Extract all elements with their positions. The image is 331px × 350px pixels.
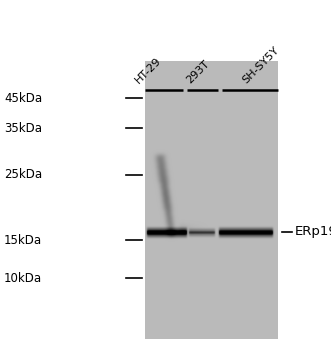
- Text: 10kDa: 10kDa: [4, 272, 42, 285]
- Text: 35kDa: 35kDa: [4, 121, 42, 134]
- Text: 15kDa: 15kDa: [4, 233, 42, 246]
- Text: ERp19: ERp19: [295, 225, 331, 238]
- Text: SH-SY5Y: SH-SY5Y: [241, 44, 281, 85]
- Text: 293T: 293T: [185, 58, 212, 85]
- Text: HT-29: HT-29: [133, 55, 163, 85]
- Text: 25kDa: 25kDa: [4, 168, 42, 182]
- Text: 45kDa: 45kDa: [4, 91, 42, 105]
